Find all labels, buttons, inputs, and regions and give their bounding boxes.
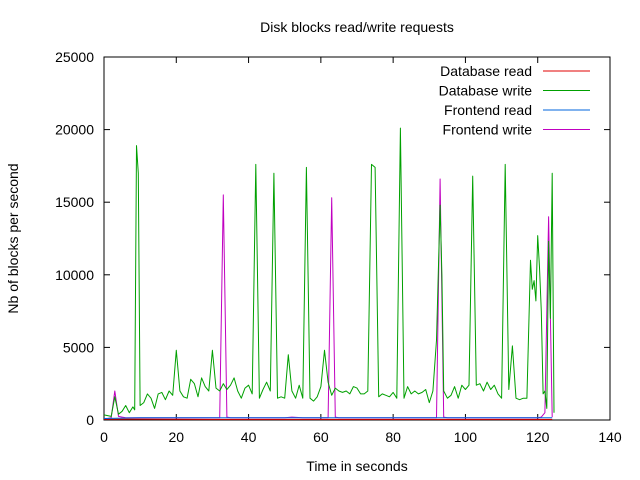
y-tick-label: 10000 [55, 267, 94, 283]
legend-label: Frontend read [444, 102, 532, 118]
series-line-frontend-read [103, 417, 553, 419]
y-tick-label: 5000 [63, 339, 94, 355]
chart-title: Disk blocks read/write requests [260, 19, 454, 35]
y-tick-label: 25000 [55, 49, 94, 65]
y-tick-label: 20000 [55, 122, 94, 138]
legend-label: Database read [440, 63, 532, 79]
y-tick-label: 15000 [55, 194, 94, 210]
plot-frame [103, 56, 611, 421]
x-tick-label: 40 [241, 429, 257, 445]
x-tick-label: 100 [454, 429, 478, 445]
x-tick-label: 120 [526, 429, 550, 445]
x-tick-label: 0 [100, 429, 108, 445]
series-line-database-write [103, 127, 555, 417]
y-tick-label: 0 [86, 412, 94, 428]
x-tick-label: 80 [385, 429, 401, 445]
x-tick-label: 60 [313, 429, 329, 445]
y-axis-label: Nb of blocks per second [5, 163, 21, 313]
x-axis-label: Time in seconds [306, 458, 407, 474]
legend-label: Frontend write [443, 122, 533, 138]
x-tick-label: 20 [168, 429, 184, 445]
legend-label: Database write [439, 83, 533, 99]
x-tick-label: 140 [598, 429, 622, 445]
